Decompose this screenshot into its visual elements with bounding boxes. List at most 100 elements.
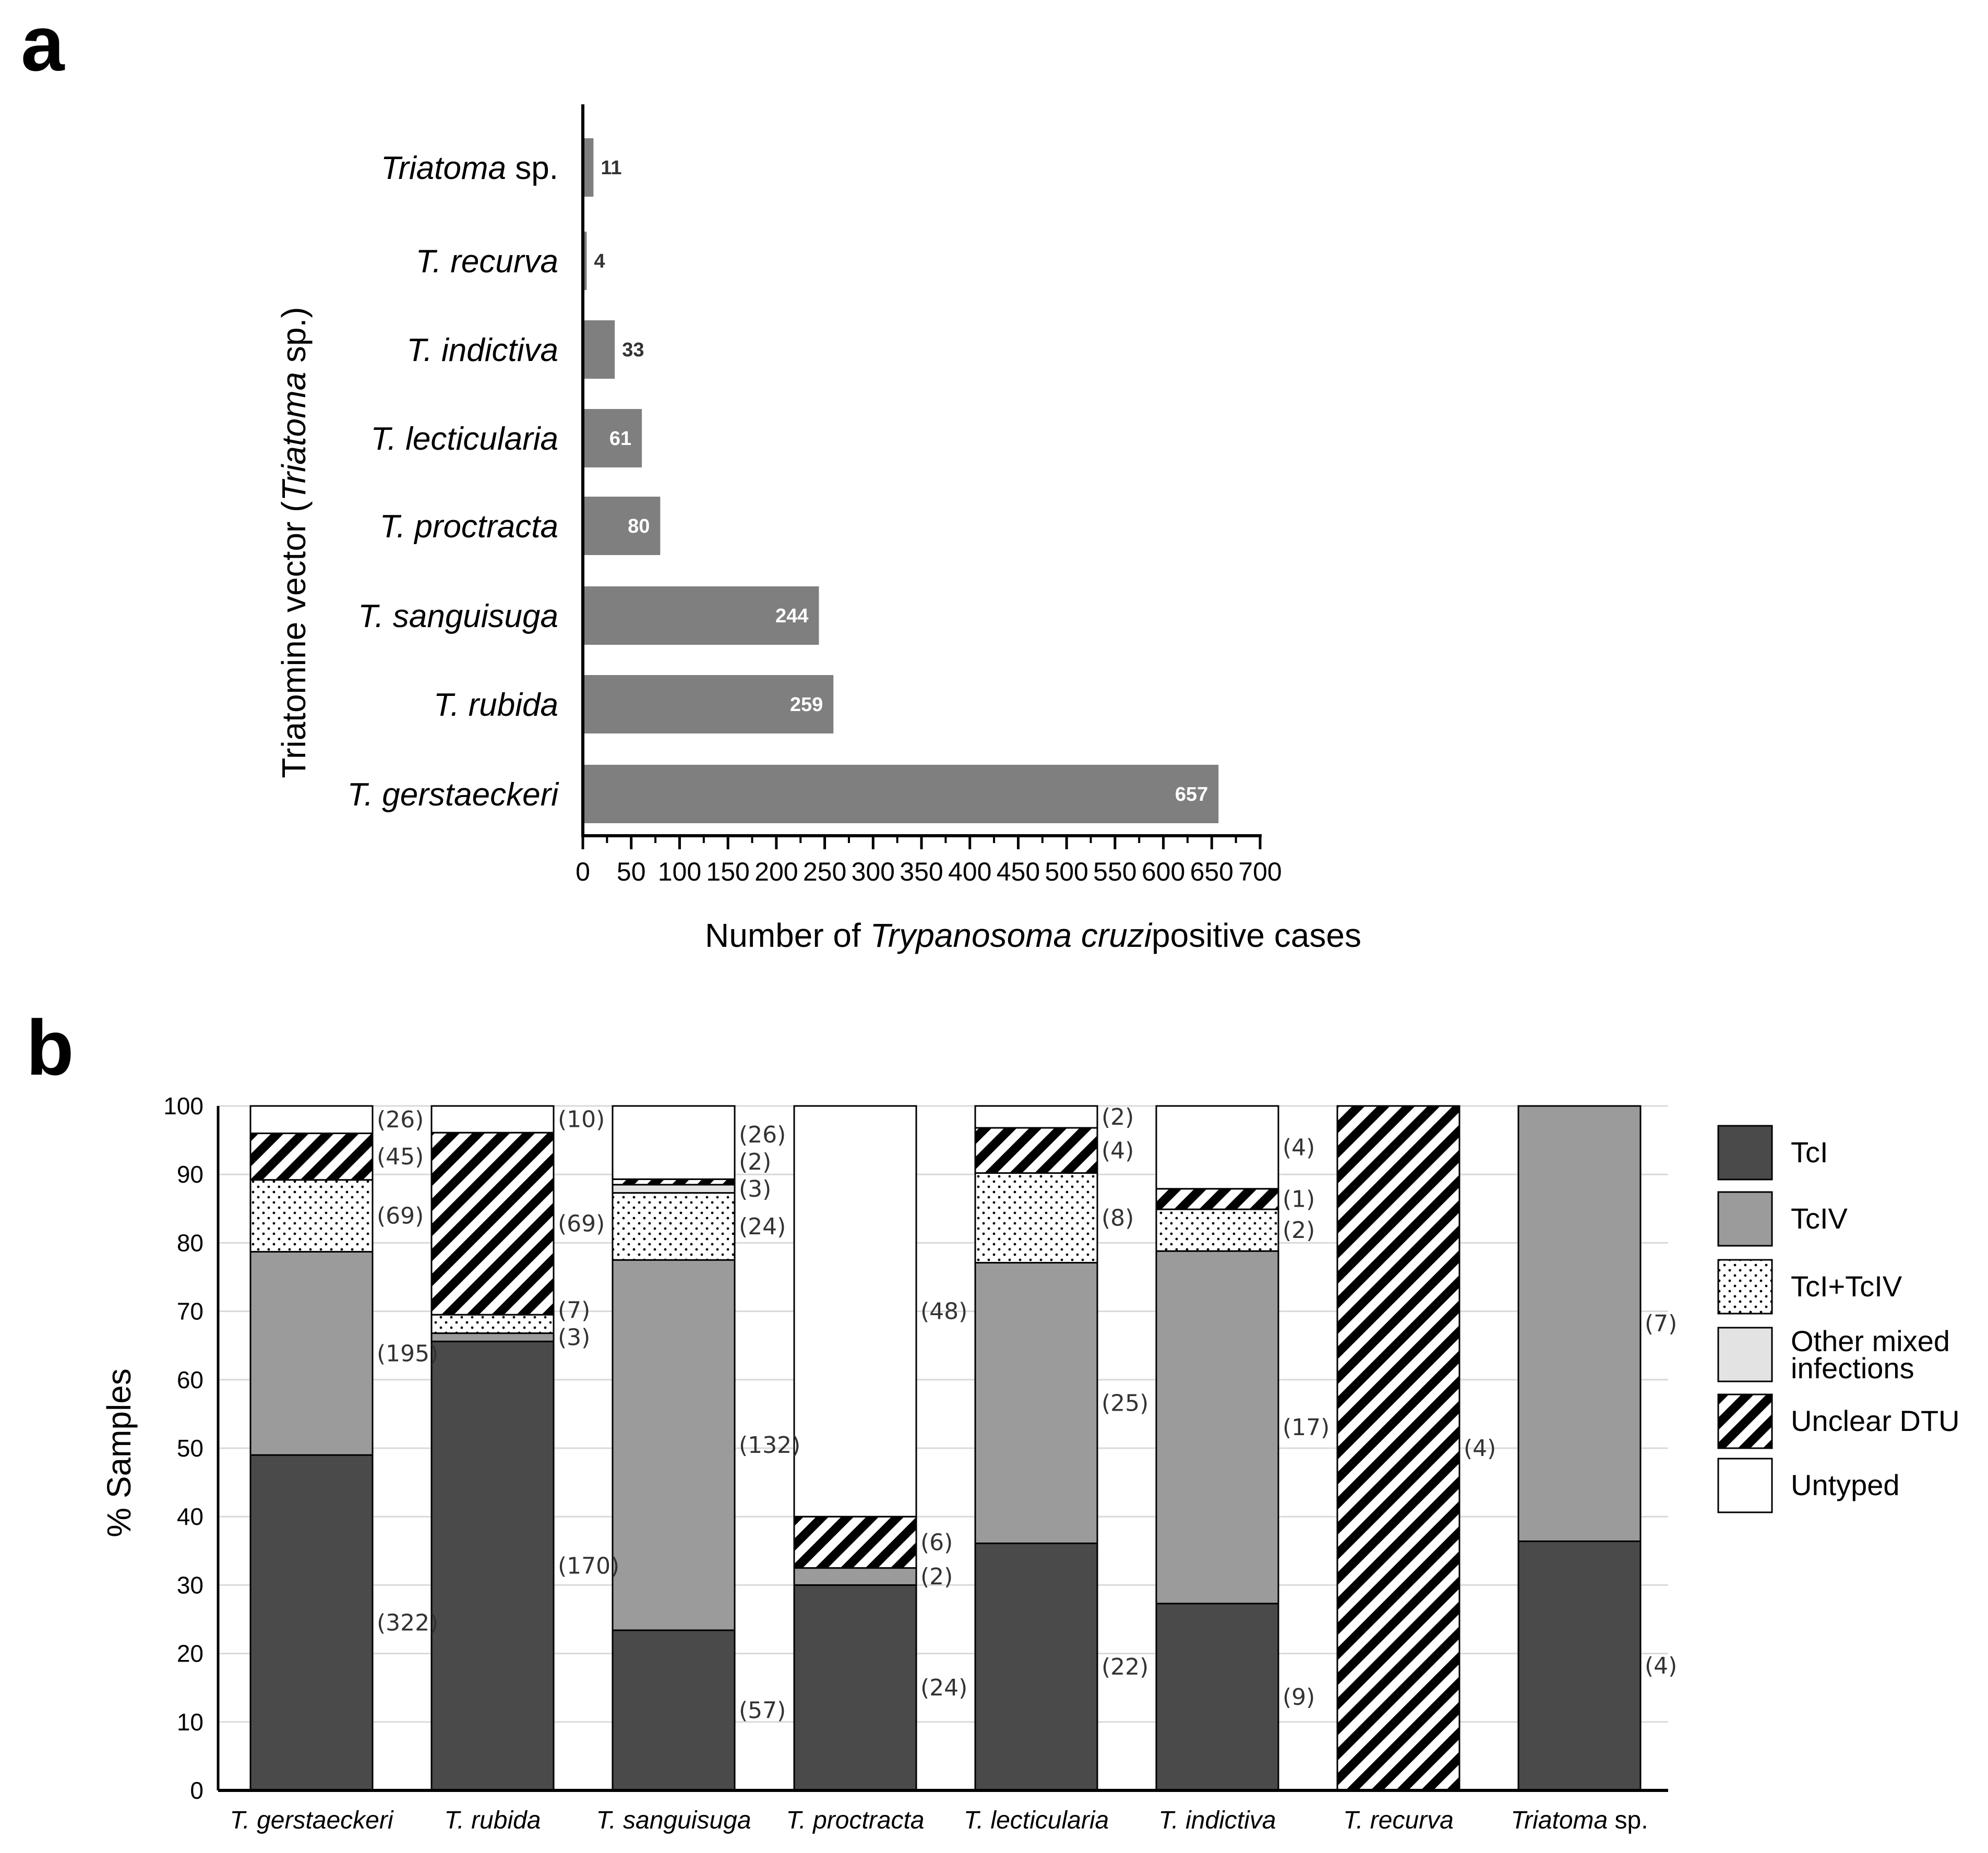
panel-a-x-tick-label: 350	[900, 857, 943, 886]
panel-b-segment-t-proctracta-tcI	[793, 1584, 917, 1791]
panel-b-category-italic: T. recurva	[1343, 1807, 1454, 1834]
panel-b-segment-t-rubida-tcI	[430, 1340, 555, 1791]
panel-b-chart: (322)(195)(69)(45)(26)(170)(3)(7)(69)(10…	[100, 1092, 1960, 1834]
panel-b-segment-t-sanguisuga-tcI	[612, 1629, 736, 1791]
panel-b-segment-t-rubida-unclear	[430, 1132, 555, 1316]
panel-b-count-label-triatoma-sp-tcI: (4)	[1645, 1653, 1677, 1679]
panel-b-y-tick-label: 0	[190, 1777, 203, 1804]
panel-b-segment-t-lecticularia-unclear	[974, 1127, 1098, 1174]
panel-a-category-italic: T. gerstaeckeri	[348, 777, 560, 813]
legend-label-tcIV: TcIV	[1791, 1202, 1848, 1235]
panel-b-count-label-t-gerstaeckeri-tcIV: (195)	[377, 1340, 438, 1367]
panel-a-x-tick-label: 550	[1093, 857, 1136, 886]
legend-label-unclear: Unclear DTU	[1791, 1404, 1960, 1437]
panel-b-count-label-t-lecticularia-unclear: (4)	[1101, 1137, 1134, 1164]
panel-b-y-axis-label: % Samples	[100, 1368, 138, 1537]
legend-swatch-other	[1717, 1327, 1773, 1382]
panel-b-category-label-triatoma-sp: Triatoma sp.	[1511, 1807, 1648, 1834]
legend-label-untyped: Untyped	[1791, 1469, 1900, 1501]
panel-b-count-label-t-sanguisuga-tcI: (57)	[739, 1697, 786, 1724]
panel-b-count-label-triatoma-sp-tcIV: (7)	[1645, 1310, 1677, 1337]
panel-b-segment-t-sanguisuga-untyped	[612, 1105, 736, 1180]
panel-b-count-label-t-rubida-tcI: (170)	[558, 1553, 619, 1580]
panel-b-category-label-t-rubida: T. rubida	[444, 1807, 541, 1834]
panel-a-x-tick-label: 150	[706, 857, 749, 886]
panel-b-count-label-t-gerstaeckeri-mix: (69)	[377, 1203, 424, 1230]
panel-b-segment-t-lecticularia-tcI	[974, 1542, 1098, 1791]
panel-b-category-label-t-proctracta: T. proctracta	[786, 1807, 924, 1834]
panel-b-count-label-t-lecticularia-tcI: (22)	[1101, 1654, 1148, 1680]
panel-b-count-label-t-indictiva-unclear: (1)	[1283, 1186, 1315, 1212]
panel-b-y-tick-label: 50	[177, 1435, 203, 1462]
panel-b-segment-t-proctracta-unclear	[793, 1515, 917, 1569]
panel-a-bar-t-proctracta	[583, 497, 661, 555]
panel-b-category-label-t-lecticularia: T. lecticularia	[964, 1807, 1109, 1834]
panel-a-chart: 11 4 33 61 80 244 259 657 Triatoma sp. T. recurv…	[275, 104, 1361, 954]
panel-a-category-label-triatoma-sp: Triatoma sp.	[381, 150, 558, 186]
panel-b-y-tick-label: 60	[177, 1366, 203, 1393]
panel-b-count-label-t-rubida-tcIV: (3)	[558, 1324, 590, 1351]
panel-a-category-label-t-rubida: T. rubida	[434, 687, 558, 723]
panel-b-segment-t-gerstaeckeri-untyped	[249, 1105, 374, 1134]
panel-a-x-tick-label: 500	[1045, 857, 1088, 886]
panel-a-letter: a	[21, 0, 65, 87]
panel-b-segment-triatoma-sp-tcI	[1517, 1540, 1642, 1791]
legend-swatch-unclear	[1717, 1393, 1773, 1449]
panel-a-category-italic: T. indictiva	[406, 332, 558, 368]
panel-a-x-tick-label: 600	[1142, 857, 1185, 886]
panel-a-x-tick-label: 450	[997, 857, 1040, 886]
panel-b-category-italic: Triatoma	[1511, 1807, 1608, 1834]
panel-a-category-label-t-proctracta: T. proctracta	[380, 509, 558, 545]
panel-b-segment-t-lecticularia-tcIV	[974, 1261, 1098, 1544]
legend-label-tcI: TcI	[1791, 1136, 1828, 1169]
panel-b-count-label-t-lecticularia-mix: (8)	[1101, 1205, 1134, 1232]
panel-a-x-tick-label: 650	[1190, 857, 1233, 886]
panel-a-category-label-t-lecticularia: T. lecticularia	[370, 421, 558, 457]
panel-b-segment-t-recurva-unclear	[1336, 1105, 1460, 1791]
panel-b-segment-t-gerstaeckeri-tcI	[249, 1454, 374, 1791]
panel-b-segment-triatoma-sp-tcIV	[1517, 1105, 1642, 1542]
panel-a-x-tick-label: 200	[755, 857, 798, 886]
panel-b-count-label-t-gerstaeckeri-unclear: (45)	[377, 1144, 424, 1170]
legend-swatch-untyped	[1717, 1458, 1773, 1513]
panel-a-bar-t-rubida	[583, 675, 834, 733]
panel-b-count-label-t-rubida-mix: (7)	[558, 1297, 590, 1323]
panel-a-x-tick-label: 250	[803, 857, 846, 886]
panel-b-segment-t-gerstaeckeri-unclear	[249, 1132, 374, 1181]
panel-b-segment-t-indictiva-unclear	[1155, 1188, 1279, 1210]
panel-a-value-label-t-gerstaeckeri: 657	[1175, 784, 1208, 805]
legend-swatch-mix	[1717, 1259, 1773, 1315]
panel-b-letter: b	[26, 1004, 74, 1091]
panel-b-count-label-t-gerstaeckeri-untyped: (26)	[377, 1106, 424, 1133]
panel-b-count-label-t-lecticularia-untyped: (2)	[1101, 1104, 1134, 1130]
panel-b-y-tick-label: 70	[177, 1298, 203, 1325]
panel-b-segment-t-proctracta-untyped	[793, 1105, 917, 1518]
panel-b-count-label-t-indictiva-mix: (2)	[1283, 1217, 1315, 1244]
panel-b-count-label-t-indictiva-untyped: (4)	[1283, 1134, 1315, 1161]
panel-b-segment-t-proctracta-tcIV	[793, 1567, 917, 1586]
panel-b-count-label-t-sanguisuga-unclear: (2)	[739, 1149, 771, 1175]
panel-b-category-label-t-indictiva: T. indictiva	[1159, 1807, 1276, 1834]
panel-a-x-tick-label: 400	[948, 857, 991, 886]
panel-b-count-label-t-indictiva-tcI: (9)	[1283, 1684, 1315, 1711]
legend-label-other-line: infections	[1791, 1352, 1914, 1385]
panel-b-category-italic: T. sanguisuga	[596, 1807, 751, 1834]
panel-a-category-italic: T. lecticularia	[370, 421, 558, 457]
panel-b-count-label-t-proctracta-untyped: (48)	[920, 1298, 967, 1325]
panel-b-y-tick-label: 10	[177, 1708, 203, 1736]
panel-b-category-italic: T. proctracta	[786, 1807, 924, 1834]
panel-b-segment-t-indictiva-tcIV	[1155, 1250, 1279, 1605]
panel-b-segment-t-indictiva-tcI	[1155, 1603, 1279, 1791]
panel-a-bar-t-indictiva	[583, 320, 615, 379]
legend-swatch-tcIV	[1717, 1191, 1773, 1247]
panel-a-bar-t-sanguisuga	[583, 586, 819, 645]
panel-b-count-label-t-sanguisuga-other: (3)	[739, 1176, 771, 1202]
panel-b-category-plain: sp.	[1608, 1807, 1648, 1834]
panel-a-x-axis-label: Number of Trypanosoma cruzipositive case…	[705, 917, 1361, 954]
panel-b-y-tick-label: 80	[177, 1229, 203, 1256]
panel-a-bar-t-recurva	[583, 232, 587, 290]
panel-a-category-italic: T. proctracta	[380, 509, 558, 545]
panel-a-x-tick-label: 0	[576, 857, 590, 886]
panel-a-value-label-t-sanguisuga: 244	[775, 605, 808, 627]
